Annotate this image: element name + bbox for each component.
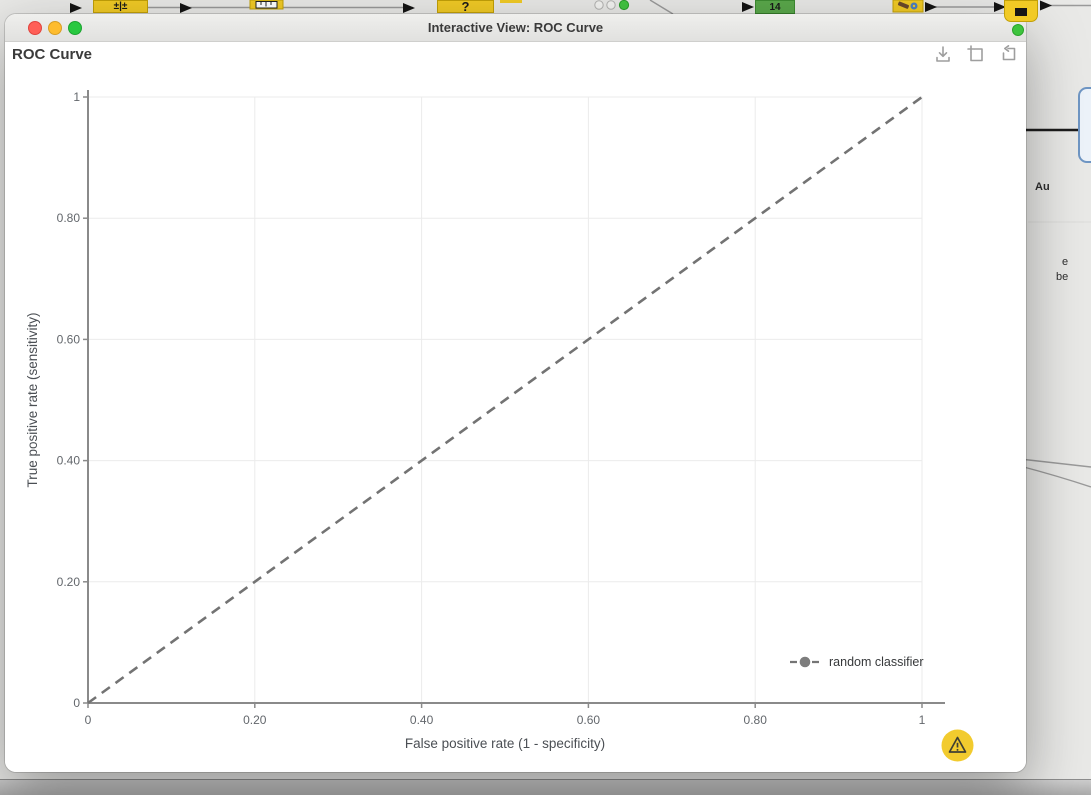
y-tick-label: 0.20	[57, 575, 81, 589]
zoom-button[interactable]	[68, 20, 82, 35]
reset-view-button[interactable]	[998, 43, 1020, 65]
x-tick-label: 0	[85, 713, 92, 727]
chart-title: ROC Curve	[12, 46, 93, 63]
x-axis-title: False positive rate (1 - specificity)	[405, 736, 605, 751]
y-tick-label: 1	[73, 90, 80, 104]
wire-arrow-icon	[403, 3, 415, 13]
wire-arrow-icon	[1040, 0, 1052, 11]
ruler-node-icon	[249, 0, 284, 10]
workflow-node-normalizer: ±|±	[93, 0, 148, 13]
y-tick-label: 0	[73, 696, 80, 710]
close-button[interactable]	[28, 20, 42, 35]
download-button[interactable]	[932, 43, 954, 65]
y-tick-label: 0.60	[57, 332, 81, 346]
minimize-button[interactable]	[48, 20, 62, 35]
warning-badge-button[interactable]	[941, 729, 974, 762]
background-window-bar	[0, 779, 1091, 795]
fit-to-view-button[interactable]	[965, 43, 987, 65]
annotation-text-fragment: e	[1062, 256, 1069, 268]
wire-arrow-icon	[994, 2, 1006, 12]
workflow-annotation-box	[1078, 87, 1091, 163]
normalizer-icon: ±|±	[113, 1, 128, 12]
view-header: ROC Curve	[5, 42, 1026, 68]
wire-arrow-icon	[70, 3, 82, 13]
tool-node-icon	[892, 0, 924, 13]
roc-chart: 0 0.20 0.40 0.60 0.80 1 0 0.20 0.40 0.60 0.80 1 Fals…	[25, 90, 945, 751]
x-tick-label: 1	[919, 713, 926, 727]
warning-icon	[941, 729, 974, 762]
legend-label: random classifier	[829, 655, 923, 669]
view-toolbar	[932, 43, 1020, 65]
wire-arrow-icon	[925, 2, 937, 12]
node-glyph-icon	[1015, 8, 1027, 16]
wire-arrow-icon	[180, 3, 192, 13]
y-tick-label: 0.40	[57, 454, 81, 468]
annotation-text-fragment: be	[1056, 271, 1069, 283]
fit-to-view-icon	[967, 45, 983, 62]
legend-marker-point	[799, 656, 811, 668]
annotation-label-fragment: Au	[1035, 181, 1050, 193]
x-tick-label: 0.80	[744, 713, 768, 727]
workflow-node-partial	[1004, 0, 1038, 22]
series-line-random-classifier	[87, 95, 923, 705]
x-tick-label: 0.40	[410, 713, 434, 727]
node-status-green-icon	[1012, 24, 1024, 36]
interactive-view-window: Interactive View: ROC Curve ROC Curve	[5, 14, 1026, 772]
badge-label: 14	[769, 1, 781, 13]
x-tick-label: 0.60	[577, 713, 601, 727]
window-titlebar[interactable]: Interactive View: ROC Curve	[5, 14, 1026, 42]
view-content: ROC Curve	[5, 42, 1026, 772]
node-status-lights	[594, 0, 630, 11]
y-axis-title: True positive rate (sensitivity)	[25, 312, 40, 487]
wire-arrow-icon	[742, 2, 754, 12]
download-icon	[936, 46, 950, 62]
workflow-node-rule: ?	[437, 0, 494, 14]
node-sliver	[500, 0, 522, 3]
y-tick-label: 0.80	[57, 211, 81, 225]
window-title: Interactive View: ROC Curve	[427, 20, 604, 35]
workflow-node-count-badge: 14	[755, 0, 795, 14]
reset-view-icon	[1002, 45, 1016, 61]
x-tick-label: 0.20	[243, 713, 267, 727]
question-icon: ?	[461, 0, 470, 14]
